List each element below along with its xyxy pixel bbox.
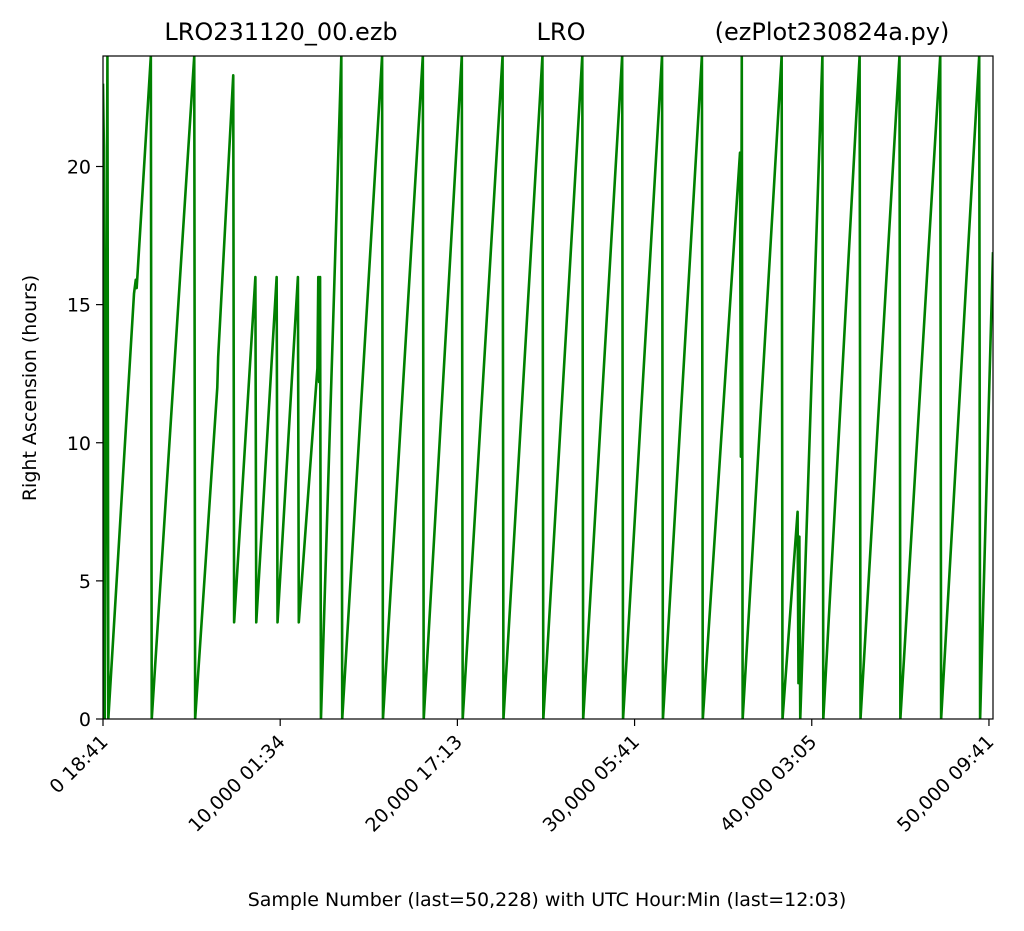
plot-area: [102, 55, 994, 720]
chart-title-center: LRO: [537, 18, 586, 46]
y-axis: 0 5 10 15 20: [67, 157, 103, 731]
y-axis-label: Right Ascension (hours): [19, 275, 41, 501]
y-tick-label: 0: [79, 709, 91, 731]
x-axis-label: Sample Number (last=50,228) with UTC Hou…: [248, 889, 847, 911]
y-tick-label: 20: [67, 157, 91, 179]
plot-frame: [102, 55, 994, 720]
chart-title-left: LRO231120_00.ezb: [164, 18, 397, 46]
series-line-1: [103, 56, 993, 719]
y-tick-label: 5: [79, 571, 91, 593]
chart-title-right: (ezPlot230824a.py): [715, 18, 950, 46]
y-tick-label: 15: [67, 295, 91, 317]
y-tick-label: 10: [67, 433, 91, 455]
